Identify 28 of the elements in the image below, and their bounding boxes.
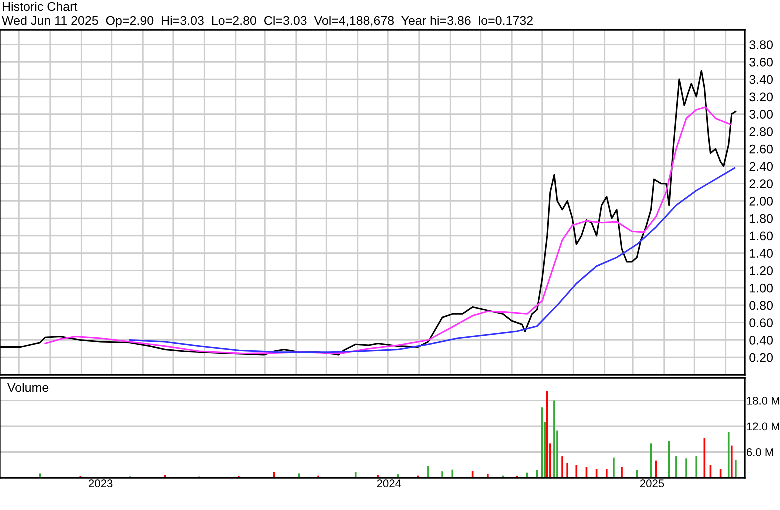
chart-subtitle: Wed Jun 11 2025 Op=2.90 Hi=3.03 Lo=2.80 Cl=3.03 Vol=4,188,678 Year hi=3.86 lo=0.1732: [2, 16, 533, 28]
chart-title: Historic Chart: [3, 2, 78, 12]
x-tick-label: 2024: [377, 480, 402, 488]
y-tick-label: 3.20: [750, 92, 774, 102]
y-tick-label: 1.40: [750, 249, 774, 258]
y-tick-label: 3.00: [750, 110, 774, 119]
y-tick-label: 3.60: [750, 58, 774, 67]
y-tick-label: 3.40: [750, 75, 774, 84]
y-tick-label: 1.80: [750, 214, 774, 224]
y-tick-label: 3.80: [750, 40, 774, 50]
y-tick-label: 2.60: [750, 144, 774, 154]
x-tick-label: 2025: [640, 480, 664, 488]
y-tick-label: 0.80: [750, 301, 774, 310]
y-tick-label: 2.00: [750, 196, 774, 206]
y-tick-label: 2.40: [750, 162, 774, 172]
y-tick-label: 12.0 M: [747, 422, 780, 431]
y-tick-label: 1.20: [750, 266, 774, 276]
y-tick-label: 0.60: [750, 318, 774, 328]
y-tick-label: 6.0 M: [746, 448, 774, 456]
y-tick-label: 1.60: [750, 232, 774, 241]
y-tick-label: 2.80: [750, 127, 774, 136]
y-tick-label: 18.0 M: [747, 397, 780, 405]
y-tick-label: 0.40: [750, 336, 774, 345]
y-tick-label: 1.00: [750, 284, 774, 293]
y-tick-label: 2.20: [750, 180, 774, 188]
annotation: Volume: [8, 383, 49, 392]
y-tick-label: 0.20: [750, 353, 774, 362]
x-tick-label: 2023: [89, 480, 113, 488]
